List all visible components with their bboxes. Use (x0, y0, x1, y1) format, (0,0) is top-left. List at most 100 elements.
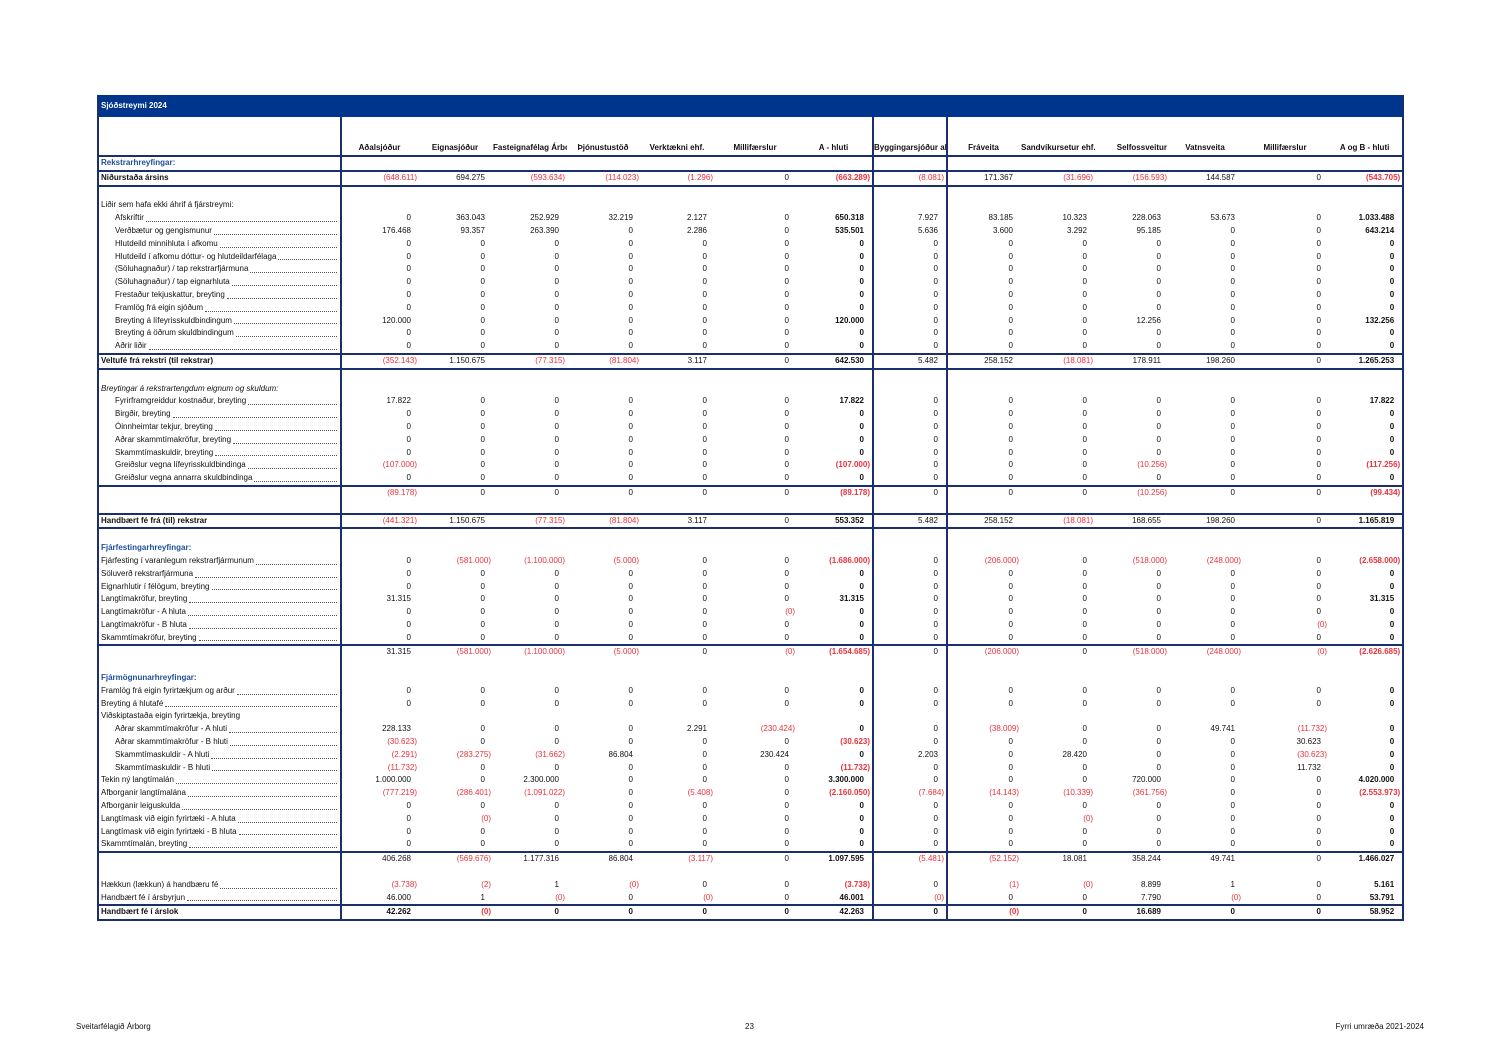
value-cell: (10.256) (1095, 484, 1169, 500)
value-cell: 0 (1243, 826, 1329, 839)
dot-leader (148, 348, 337, 350)
value-cell: 0 (873, 554, 948, 568)
table-row: Greiðslur vegna lífeyrisskuldbindinga (10… (97, 459, 1405, 473)
value: 0 (1082, 619, 1087, 629)
value-cell: 0 (1329, 288, 1405, 302)
value: 0 (480, 328, 485, 338)
value-cell (797, 199, 874, 213)
value-cell: 0 (1243, 289, 1329, 302)
value: 12.256 (1136, 315, 1161, 325)
negative-value: (0) (785, 607, 795, 617)
value-cell: (543.705) (1329, 169, 1405, 187)
table-row: Eignarhlutir í félögum, breyting 0 0 0 0 0 0 0 0… (97, 580, 1405, 594)
value: 0 (1389, 473, 1395, 483)
value-cell: 0 (493, 619, 567, 632)
value-cell: 0 (1095, 408, 1169, 421)
value-cell (1169, 156, 1243, 171)
value-cell: 0 (715, 421, 797, 434)
row-label: Niðurstaða ársins (101, 172, 169, 182)
value: 0 (406, 447, 411, 457)
value-cell (1243, 186, 1329, 200)
value: 0 (784, 515, 789, 525)
value: 0 (702, 749, 707, 759)
value-cell: (5.408) (641, 787, 715, 800)
value-cell: 0 (947, 568, 1021, 581)
value-cell: 0 (873, 340, 948, 354)
value-cell: 0 (1329, 825, 1405, 839)
value-cell (947, 199, 1021, 212)
value-cell: 0 (567, 340, 641, 354)
value-cell: 0 (715, 826, 797, 839)
value-cell: (441.321) (341, 512, 419, 530)
value-cell (947, 500, 1021, 514)
negative-value: (648.611) (383, 172, 417, 182)
value-cell: 0 (419, 251, 493, 264)
subtotal-row: 31.315 (581.000) (1.100.000) (5.000) 0 (0) (1.… (97, 644, 1405, 660)
value-cell: 0 (641, 698, 715, 711)
value: 0 (554, 813, 559, 823)
value-cell (873, 672, 948, 685)
value: 0 (1008, 568, 1013, 578)
value: 0 (784, 277, 789, 287)
value: 0 (1156, 302, 1161, 312)
negative-value: (5.408) (687, 788, 713, 798)
value-cell (341, 866, 419, 879)
row-label-cell: Viðskiptastaða eigin fyrirtækja, breytin… (97, 710, 342, 724)
dot-leader (219, 246, 337, 248)
row-label: (Söluhagnaður) / tap rekstrarfjármuna (115, 264, 249, 274)
value: 0 (933, 264, 938, 274)
value-cell: 31.315 (341, 644, 419, 660)
value: 31.315 (839, 594, 864, 604)
value: 0 (702, 341, 707, 351)
value-cell (873, 156, 948, 171)
value-cell: 30.623 (1243, 736, 1329, 749)
row-label: Langtímakröfur - B hluta (101, 619, 187, 629)
value-cell (715, 199, 797, 212)
value-cell: (648.611) (341, 169, 419, 187)
row-label-cell: Niðurstaða ársins (97, 169, 342, 187)
row-label-cell: Tekin ný langtímalán (97, 774, 342, 788)
value: 0 (1316, 907, 1321, 917)
value: 0 (406, 555, 411, 565)
value: 0 (784, 251, 789, 261)
value-cell: 720.000 (1095, 774, 1169, 787)
value-cell (715, 186, 797, 200)
value: 0 (1389, 826, 1395, 836)
value-cell: 0 (419, 484, 493, 500)
value: 0 (784, 788, 789, 798)
column-header-label: Eignasjóður (431, 143, 479, 152)
value-cell: 0 (1243, 685, 1329, 698)
value: 0 (859, 607, 864, 617)
negative-value: (1.654.685) (829, 647, 870, 657)
value-cell: 0 (493, 581, 567, 594)
value-cell: 0 (873, 761, 948, 775)
value-cell (419, 710, 493, 723)
column-header: Selfossveitur (1095, 117, 1169, 157)
value-cell (873, 659, 948, 673)
value-cell: 0 (493, 434, 567, 447)
value: 0 (1008, 826, 1013, 836)
value-cell: 0 (1095, 447, 1169, 460)
value-cell (493, 500, 567, 514)
value: 0 (1156, 396, 1161, 406)
value: 0 (784, 302, 789, 312)
value: 0 (1316, 801, 1321, 811)
value-cell: 0 (947, 263, 1021, 276)
value-cell (419, 866, 493, 879)
value-cell: 0 (641, 555, 715, 568)
dot-leader (254, 480, 337, 482)
value-cell: 0 (1329, 567, 1405, 581)
value: 0 (859, 813, 864, 823)
value-cell (341, 186, 419, 200)
value: 0 (1156, 277, 1161, 287)
value-cell: 0 (797, 748, 874, 762)
value-cell (1095, 528, 1169, 542)
value-cell: 0 (715, 838, 797, 852)
value: 0 (628, 892, 633, 902)
value: 0 (933, 698, 938, 708)
value: 1.177.316 (523, 854, 559, 864)
value-cell: 0 (641, 434, 715, 447)
value-cell: 0 (947, 813, 1021, 826)
value: 0 (1389, 698, 1395, 708)
value: 0 (784, 447, 789, 457)
